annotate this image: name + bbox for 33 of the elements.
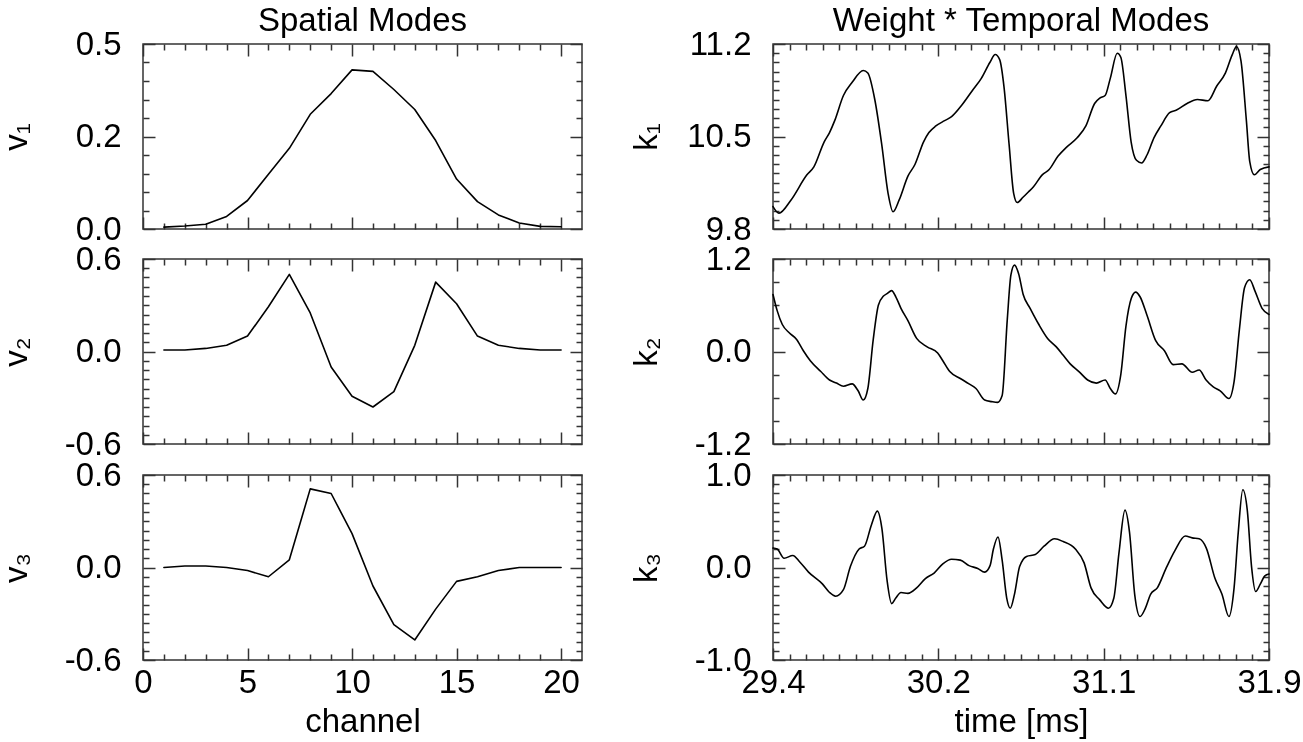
y-axis-title: v₃	[0, 553, 34, 583]
x-tick-label: 31.1	[1072, 662, 1137, 700]
line-series	[772, 489, 1270, 618]
y-tick-label: 11.2	[689, 24, 752, 62]
x-tick-label: 10	[334, 662, 371, 700]
y-tick-label: 0.0	[705, 332, 752, 369]
x-axis-title: time [ms]	[954, 701, 1089, 739]
line-series	[163, 69, 562, 228]
chart-title: Spatial Modes	[257, 1, 468, 38]
x-tick-label: 5	[238, 662, 258, 700]
line-series	[772, 45, 1270, 214]
line-series	[163, 488, 562, 641]
y-tick-label: 0.2	[75, 117, 122, 154]
chart-title: Weight * Temporal Modes	[832, 1, 1210, 38]
x-axis-title: channel	[305, 701, 421, 739]
y-axis-title: k₁	[626, 123, 664, 151]
x-tick-label: 0	[134, 662, 153, 700]
line-series	[163, 273, 562, 408]
x-tick-label: 20	[543, 662, 580, 700]
x-tick-label: 30.2	[906, 662, 971, 700]
y-tick-label: 0.0	[705, 548, 752, 585]
y-tick-label: 0.5	[75, 24, 122, 62]
line-series	[772, 264, 1270, 404]
x-tick-label: 15	[438, 662, 476, 700]
y-tick-label: -0.6	[64, 640, 122, 678]
y-axis-title: k₃	[626, 553, 664, 583]
y-tick-label: 10.5	[687, 117, 752, 154]
y-axis-title: v₂	[0, 337, 34, 367]
y-tick-label: 0.0	[75, 332, 122, 369]
y-axis-title: v₁	[0, 123, 34, 151]
x-tick-label: 31.9	[1237, 662, 1302, 700]
y-axis-title: k₂	[626, 337, 664, 367]
y-tick-label: 0.0	[75, 548, 122, 585]
